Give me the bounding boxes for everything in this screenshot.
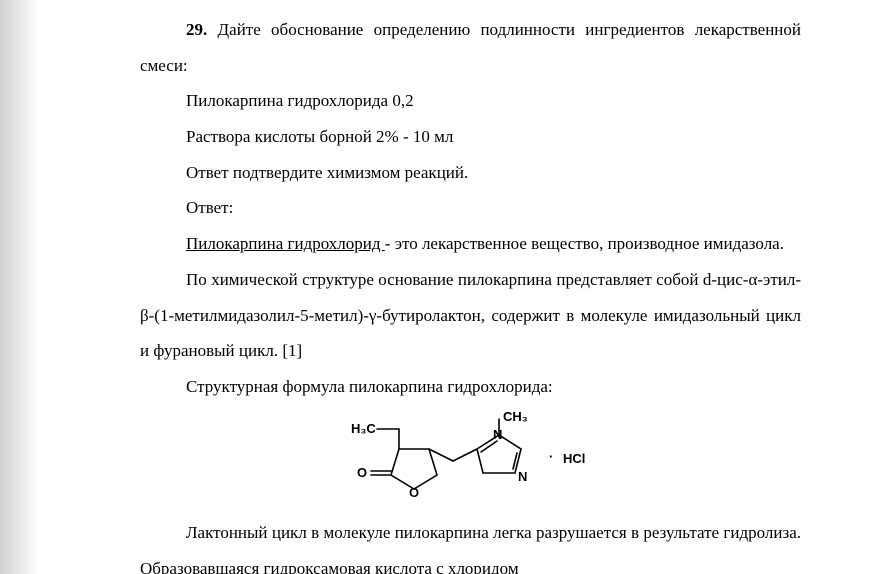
label-n-top: N (493, 427, 502, 442)
page-left-shadow (0, 0, 38, 574)
ingredient-line-2: Раствора кислоты борной 2% - 10 мл (140, 119, 801, 155)
answer-paragraph-1: Пилокарпина гидрохлорид - это лекарствен… (140, 226, 801, 262)
label-hcl: HCl (563, 451, 585, 466)
answer-paragraph-3: Структурная формула пилокарпина гидрохло… (140, 369, 801, 405)
question-number: 29. (186, 20, 207, 39)
label-dot: · (549, 449, 553, 464)
pilocarpine-structure-svg: H₃C CH₃ N N O O · HCl (321, 409, 621, 499)
label-n-bottom: N (518, 469, 527, 484)
instruction-line: Ответ подтвердите химизмом реакций. (140, 155, 801, 191)
answer-paragraph-4: Лактонный цикл в молекуле пилокарпина ле… (140, 515, 801, 574)
label-o-carbonyl: O (357, 465, 367, 480)
question-prompt-text-1: Дайте обоснование определению подлинност… (218, 20, 685, 39)
page: 29. Дайте обоснование определению подлин… (0, 0, 871, 574)
label-ch3: CH₃ (503, 409, 528, 424)
answer-paragraph-2: По химической структуре основание пилока… (140, 262, 801, 369)
question-prompt: 29. Дайте обоснование определению подлин… (140, 12, 801, 83)
ingredient-line-1: Пилокарпина гидрохлорида 0,2 (140, 83, 801, 119)
document-content: 29. Дайте обоснование определению подлин… (140, 12, 801, 574)
answer-p1-rest: - это лекарственное вещество, производно… (385, 234, 784, 253)
answer-label: Ответ: (140, 190, 801, 226)
label-h3c: H₃C (351, 421, 376, 436)
label-o-ring: O (409, 485, 419, 499)
answer-p1-lead: Пилокарпина гидрохлорид (186, 234, 385, 253)
structure-figure: H₃C CH₃ N N O O · HCl (140, 409, 801, 512)
